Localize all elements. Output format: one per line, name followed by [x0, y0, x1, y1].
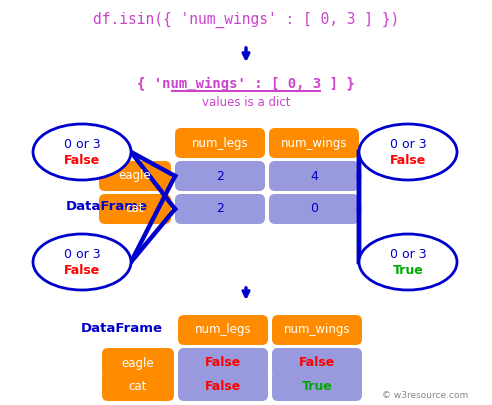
Text: cat: cat	[129, 379, 147, 392]
Text: 2: 2	[216, 202, 224, 215]
Text: { 'num_wings' : [ 0, 3 ] }: { 'num_wings' : [ 0, 3 ] }	[137, 77, 355, 91]
FancyBboxPatch shape	[178, 348, 268, 378]
Text: 4: 4	[310, 170, 318, 183]
Ellipse shape	[33, 234, 131, 290]
Text: 2: 2	[216, 170, 224, 183]
FancyBboxPatch shape	[175, 161, 265, 191]
Text: cat: cat	[126, 202, 144, 215]
FancyBboxPatch shape	[272, 315, 362, 345]
Text: False: False	[64, 153, 100, 166]
Text: df.isin({ 'num_wings' : [ 0, 3 ] }): df.isin({ 'num_wings' : [ 0, 3 ] })	[93, 12, 399, 28]
FancyBboxPatch shape	[269, 194, 359, 224]
Text: DataFrame: DataFrame	[81, 322, 163, 335]
Text: values is a dict: values is a dict	[202, 96, 290, 109]
Text: 0: 0	[310, 202, 318, 215]
Text: 0 or 3: 0 or 3	[390, 249, 426, 262]
Text: num_legs: num_legs	[195, 324, 251, 337]
Text: DataFrame: DataFrame	[66, 200, 148, 213]
FancyBboxPatch shape	[269, 161, 359, 191]
Text: False: False	[299, 356, 335, 369]
Text: False: False	[205, 379, 241, 392]
FancyBboxPatch shape	[102, 348, 174, 378]
Text: 0 or 3: 0 or 3	[63, 139, 100, 151]
FancyBboxPatch shape	[272, 371, 362, 401]
Text: 0 or 3: 0 or 3	[390, 139, 426, 151]
Text: num_legs: num_legs	[192, 136, 248, 149]
Text: False: False	[390, 153, 426, 166]
Ellipse shape	[33, 124, 131, 180]
Text: False: False	[205, 356, 241, 369]
Text: num_wings: num_wings	[281, 136, 347, 149]
Text: 0 or 3: 0 or 3	[63, 249, 100, 262]
FancyBboxPatch shape	[272, 348, 362, 378]
FancyBboxPatch shape	[175, 128, 265, 158]
Text: eagle: eagle	[122, 356, 154, 369]
FancyBboxPatch shape	[99, 194, 171, 224]
Text: num_wings: num_wings	[284, 324, 350, 337]
FancyBboxPatch shape	[102, 371, 174, 401]
FancyBboxPatch shape	[99, 161, 171, 191]
Text: True: True	[302, 379, 333, 392]
Text: eagle: eagle	[119, 170, 152, 183]
Text: © w3resource.com: © w3resource.com	[382, 391, 468, 400]
Ellipse shape	[359, 124, 457, 180]
FancyBboxPatch shape	[175, 194, 265, 224]
FancyBboxPatch shape	[178, 371, 268, 401]
Text: False: False	[64, 264, 100, 277]
Ellipse shape	[359, 234, 457, 290]
FancyBboxPatch shape	[178, 315, 268, 345]
FancyBboxPatch shape	[269, 128, 359, 158]
Text: True: True	[393, 264, 424, 277]
